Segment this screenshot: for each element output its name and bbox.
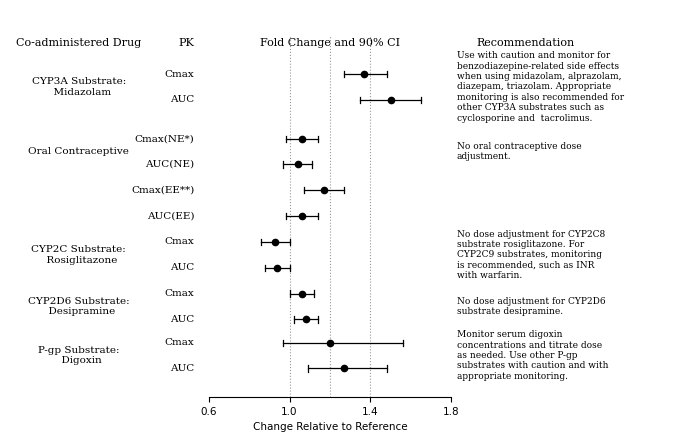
Text: AUC: AUC <box>170 95 194 105</box>
Text: Cmax: Cmax <box>165 70 194 78</box>
Text: AUC: AUC <box>170 263 194 272</box>
Text: Recommendation: Recommendation <box>476 38 575 48</box>
Text: Cmax: Cmax <box>165 289 194 298</box>
Text: AUC(EE): AUC(EE) <box>147 212 194 220</box>
Text: P-gp Substrate:
  Digoxin: P-gp Substrate: Digoxin <box>38 346 120 365</box>
Text: Cmax: Cmax <box>165 338 194 347</box>
Text: AUC: AUC <box>170 364 194 373</box>
Text: Oral Contraceptive: Oral Contraceptive <box>28 147 129 156</box>
Text: Monitor serum digoxin
concentrations and titrate dose
as needed. Use other P-gp
: Monitor serum digoxin concentrations and… <box>457 330 608 381</box>
Text: Cmax(EE**): Cmax(EE**) <box>131 186 194 195</box>
Text: CYP3A Substrate:
  Midazolam: CYP3A Substrate: Midazolam <box>31 77 126 97</box>
Text: CYP2C Substrate:
  Rosiglitazone: CYP2C Substrate: Rosiglitazone <box>31 245 126 265</box>
Text: Use with caution and monitor for
benzodiazepine-related side effects
when using : Use with caution and monitor for benzodi… <box>457 51 624 123</box>
Text: AUC: AUC <box>170 315 194 324</box>
Text: AUC(NE): AUC(NE) <box>145 160 194 169</box>
Text: No oral contraceptive dose
adjustment.: No oral contraceptive dose adjustment. <box>457 142 581 161</box>
Text: Co-administered Drug: Co-administered Drug <box>16 38 142 48</box>
X-axis label: Change Relative to Reference: Change Relative to Reference <box>252 422 408 432</box>
Text: No dose adjustment for CYP2C8
substrate rosiglitazone. For
CYP2C9 substrates, mo: No dose adjustment for CYP2C8 substrate … <box>457 229 605 280</box>
Text: Cmax(NE*): Cmax(NE*) <box>135 134 194 143</box>
Text: PK: PK <box>179 38 194 48</box>
Text: Fold Change and 90% CI: Fold Change and 90% CI <box>260 38 400 48</box>
Text: Cmax: Cmax <box>165 237 194 247</box>
Text: CYP2D6 Substrate:
  Desipramine: CYP2D6 Substrate: Desipramine <box>28 297 129 316</box>
Text: No dose adjustment for CYP2D6
substrate desipramine.: No dose adjustment for CYP2D6 substrate … <box>457 297 605 316</box>
